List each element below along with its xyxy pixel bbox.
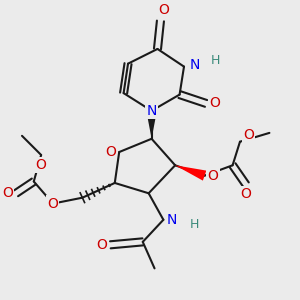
Text: N: N bbox=[166, 213, 177, 227]
Text: O: O bbox=[47, 196, 58, 211]
Text: N: N bbox=[146, 104, 157, 118]
Text: O: O bbox=[105, 145, 116, 159]
Text: H: H bbox=[190, 218, 199, 231]
Polygon shape bbox=[175, 165, 206, 181]
Text: O: O bbox=[243, 128, 254, 142]
Text: O: O bbox=[208, 169, 218, 183]
Text: O: O bbox=[97, 238, 107, 252]
Text: O: O bbox=[36, 158, 46, 172]
Text: O: O bbox=[158, 3, 169, 17]
Text: O: O bbox=[209, 96, 220, 110]
Polygon shape bbox=[146, 111, 157, 139]
Text: N: N bbox=[189, 58, 200, 72]
Text: H: H bbox=[211, 54, 220, 67]
Text: O: O bbox=[240, 188, 251, 201]
Text: O: O bbox=[2, 186, 13, 200]
